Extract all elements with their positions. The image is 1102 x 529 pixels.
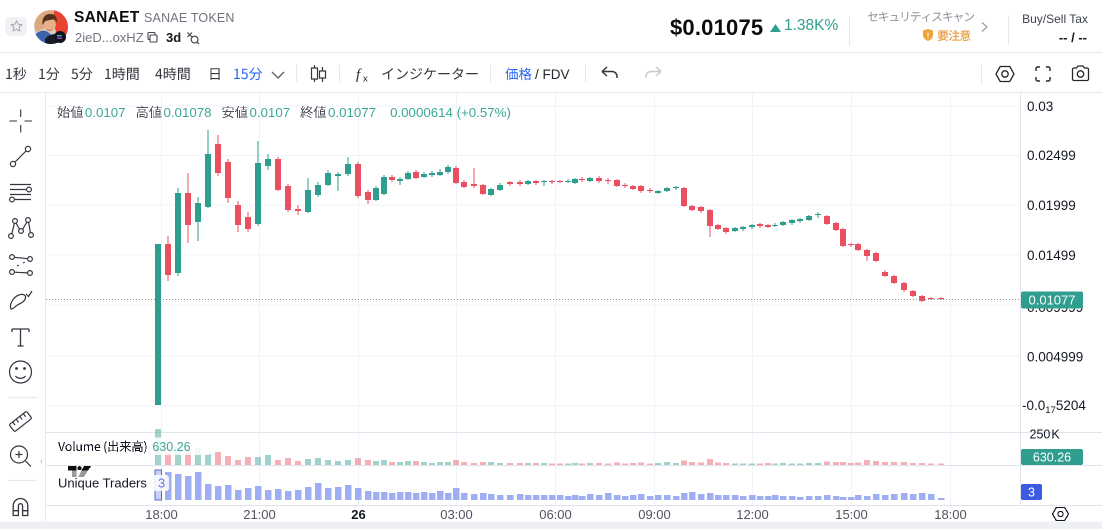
svg-text:0.004999: 0.004999: [1027, 349, 1083, 364]
svg-text:0.0000614 (+0.57%): 0.0000614 (+0.57%): [390, 105, 511, 120]
svg-text:3: 3: [1028, 486, 1035, 500]
svg-text:630.26: 630.26: [1033, 451, 1071, 465]
svg-text:f: f: [356, 67, 362, 83]
svg-text:18:00: 18:00: [934, 507, 967, 522]
svg-text:-0.0175204: -0.0175204: [1022, 398, 1086, 416]
svg-text:0.01499: 0.01499: [1027, 248, 1076, 263]
svg-text:630.26: 630.26: [152, 440, 190, 454]
svg-text:21:00: 21:00: [243, 507, 276, 522]
svg-text:0.01077: 0.01077: [1029, 293, 1076, 308]
svg-text:15:00: 15:00: [835, 507, 868, 522]
svg-text:18:00: 18:00: [145, 507, 178, 522]
svg-text:‹: ‹: [40, 456, 43, 466]
svg-text:250K: 250K: [1030, 428, 1061, 442]
svg-text:0.01999: 0.01999: [1027, 198, 1076, 213]
svg-text:0.03: 0.03: [1027, 99, 1053, 114]
svg-text:06:00: 06:00: [539, 507, 572, 522]
svg-text:09:00: 09:00: [638, 507, 671, 522]
svg-text:x: x: [363, 74, 368, 85]
svg-text:3: 3: [158, 476, 165, 491]
svg-text:0.0107: 0.0107: [249, 105, 290, 120]
svg-text:12:00: 12:00: [736, 507, 769, 522]
svg-text:03:00: 03:00: [440, 507, 473, 522]
svg-text:/ FDV: / FDV: [535, 67, 570, 82]
svg-text:0.02499: 0.02499: [1027, 148, 1076, 163]
svg-text:0.01077: 0.01077: [328, 105, 376, 120]
svg-text:0.01078: 0.01078: [163, 105, 211, 120]
svg-text:0.0107: 0.0107: [85, 105, 126, 120]
svg-text:26: 26: [351, 507, 365, 522]
svg-text:Unique Traders: Unique Traders: [58, 476, 147, 491]
